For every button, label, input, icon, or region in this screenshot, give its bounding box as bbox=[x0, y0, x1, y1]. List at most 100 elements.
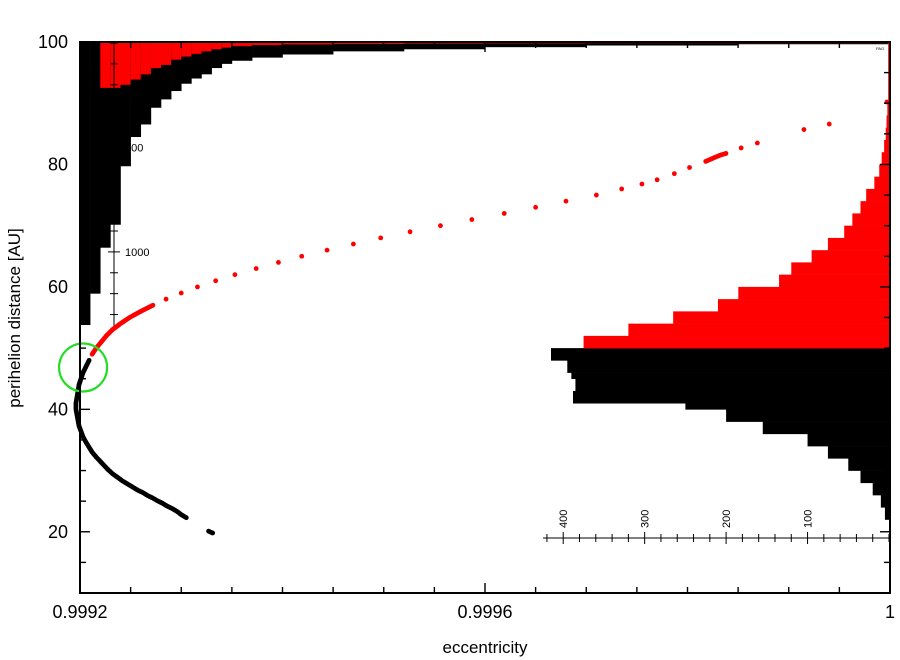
data-point bbox=[207, 529, 213, 535]
y-tick-label: 20 bbox=[48, 522, 68, 542]
right-hist-bar-black bbox=[572, 390, 889, 404]
data-point bbox=[299, 253, 305, 259]
data-point bbox=[619, 186, 625, 192]
right-hist-bar-black bbox=[884, 507, 889, 520]
left-hist-bar-black bbox=[201, 43, 212, 75]
right-hist-bar-black bbox=[860, 470, 889, 484]
right-hist-bar-red bbox=[884, 139, 889, 153]
data-point bbox=[438, 223, 443, 229]
right-hist-bar-black bbox=[807, 433, 889, 447]
data-point bbox=[253, 266, 259, 271]
data-point bbox=[738, 145, 744, 151]
left-hist-bar-red bbox=[211, 43, 223, 50]
left-hist-bar-black bbox=[221, 43, 233, 64]
right-hist-bar-red bbox=[628, 323, 889, 337]
data-point bbox=[469, 217, 475, 222]
scatter-points bbox=[73, 99, 890, 536]
data-point bbox=[826, 121, 832, 127]
y-tick-label: 100 bbox=[38, 32, 68, 52]
left-hist-bar-red bbox=[171, 43, 182, 60]
x-tick-label: 0.9992 bbox=[52, 602, 107, 622]
data-point bbox=[324, 247, 330, 253]
right-hist-bar-black bbox=[827, 446, 889, 459]
right-hist-bar-red bbox=[886, 115, 889, 129]
right-hist-bar-red bbox=[583, 335, 889, 349]
left-hist-bar-black bbox=[252, 43, 283, 58]
left-hist-bar-black bbox=[586, 43, 739, 46]
left-hist-bar-black bbox=[80, 43, 91, 325]
right-hist-bar-red bbox=[827, 237, 889, 251]
x-axis-title: eccentricity bbox=[442, 638, 528, 657]
left-hist-bar-black bbox=[404, 43, 486, 50]
right-hist-bar-red bbox=[791, 262, 889, 275]
y-tick-label: 40 bbox=[48, 399, 68, 419]
right-hist-bar-black bbox=[685, 403, 889, 410]
data-point bbox=[563, 198, 569, 204]
y-tick-label: 60 bbox=[48, 277, 68, 297]
right-hist-bar-black bbox=[551, 348, 889, 361]
left-hist-bar-black bbox=[150, 43, 162, 108]
data-point bbox=[407, 229, 413, 235]
right-hist-bar-red bbox=[779, 274, 889, 288]
left-hist-bar-black bbox=[333, 43, 405, 52]
right-hist-bar-red bbox=[673, 311, 889, 324]
left-hist-bar-black bbox=[211, 43, 223, 69]
left-hist-bar-red bbox=[282, 43, 334, 45]
data-point bbox=[350, 241, 356, 247]
left-hist-bar-red bbox=[120, 43, 131, 85]
left-hist-bar-black bbox=[110, 43, 121, 225]
right-hist-bar-red bbox=[852, 213, 889, 226]
right-hist-bar-red bbox=[887, 103, 889, 116]
left-hist-bar-black bbox=[738, 43, 891, 45]
left-hist-bar-red bbox=[252, 43, 283, 46]
right-inset-scale-label: 300 bbox=[640, 510, 652, 528]
right-hist-bar-red bbox=[811, 250, 889, 263]
data-point bbox=[722, 151, 727, 157]
y-tick-label: 80 bbox=[48, 154, 68, 174]
right-hist-bar-red bbox=[860, 201, 889, 214]
right-hist-bar-red bbox=[717, 299, 889, 312]
left-hist-bar-red bbox=[231, 43, 253, 47]
right-hist-bar-black bbox=[848, 458, 889, 471]
x-tick-label: 1 bbox=[885, 602, 895, 622]
left-hist-bar-black bbox=[120, 43, 131, 167]
data-point bbox=[801, 127, 807, 132]
right-hist-bar-red bbox=[874, 176, 889, 190]
data-point bbox=[178, 290, 184, 296]
right-inset-scale-label: 200 bbox=[721, 510, 733, 528]
left-hist-bar-red bbox=[333, 43, 405, 45]
data-point bbox=[639, 181, 645, 187]
left-hist-bar-black bbox=[161, 43, 172, 100]
left-hist-bar-red bbox=[221, 43, 233, 48]
left-hist-bar-red bbox=[161, 43, 172, 65]
left-hist-bar-red bbox=[404, 43, 486, 44]
right-hist-bar-red bbox=[738, 286, 889, 300]
corner-label: PAG bbox=[876, 46, 884, 51]
right-inset-scale-label: 400 bbox=[558, 510, 570, 528]
transition-marker bbox=[57, 342, 109, 393]
data-point bbox=[195, 284, 200, 290]
left-hist-bar-black bbox=[282, 43, 334, 55]
data-point bbox=[501, 211, 507, 216]
data-point bbox=[654, 177, 660, 183]
marker-circle bbox=[57, 342, 109, 393]
left-hist-bar-red bbox=[110, 43, 121, 88]
left-hist-bar-black bbox=[90, 43, 101, 294]
right-hist-bar-black bbox=[762, 421, 889, 435]
left-hist-bar-red bbox=[130, 43, 142, 80]
left-hist-bar-black bbox=[181, 43, 192, 84]
right-inset-histogram: 400 300 200 100 bbox=[543, 42, 890, 544]
right-hist-bar-red bbox=[844, 225, 889, 239]
data-point bbox=[593, 192, 599, 198]
left-hist-bar-red bbox=[191, 43, 202, 54]
left-hist-bar-red bbox=[201, 43, 212, 52]
left-hist-bar-red bbox=[181, 43, 192, 57]
right-hist-bar-black bbox=[567, 360, 889, 373]
data-point bbox=[671, 171, 677, 177]
left-inset-scale-label: 500 bbox=[125, 142, 143, 154]
data-point bbox=[276, 260, 281, 265]
left-hist-bar-black bbox=[191, 43, 202, 79]
right-hist-bar-red bbox=[881, 152, 889, 165]
y-axis-title: perihelion distance [AU] bbox=[5, 228, 24, 408]
